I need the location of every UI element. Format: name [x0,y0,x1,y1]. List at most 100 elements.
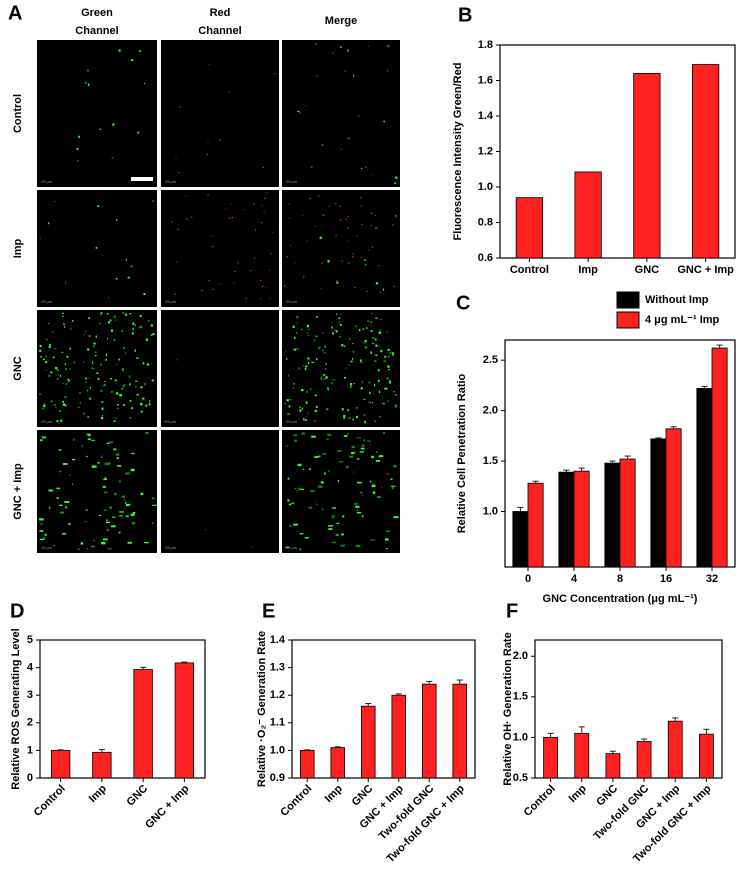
fluorescence-dot [138,326,141,329]
fluorescence-dot [63,326,66,328]
fluorescence-dot [94,354,97,357]
fluorescence-dot [229,203,232,205]
fluorescence-dot [393,465,397,468]
fluorescence-dot [110,525,116,528]
fluorescence-dot [390,478,393,481]
fluorescence-dot [301,328,303,331]
fluorescence-dot [288,503,292,506]
y-tick-label: 1 [27,744,33,756]
fluorescence-dot [324,472,326,475]
fluorescence-dot [370,539,376,541]
fluorescence-dot [118,480,121,483]
fluorescence-dot [285,546,290,548]
fluorescence-dot [293,434,298,437]
fluorescence-dot [388,381,392,384]
bar [633,73,661,259]
fluorescence-dot [88,335,91,337]
y-tick-label: 1.3 [270,662,285,674]
fluorescence-dot [327,433,332,436]
fluorescence-dot [212,288,214,290]
fluorescence-dot [299,533,304,535]
fluorescence-dot [103,383,106,387]
x-tick-label: 4 [571,573,578,585]
fluorescence-dot [263,211,265,213]
fluorescence-dot [81,445,84,447]
fluorescence-dot [323,351,326,354]
fluorescence-dot [149,400,151,403]
fluorescence-dot [140,402,143,406]
fluorescence-dot [109,506,112,509]
fluorescence-dot [340,148,342,150]
x-tick-label: GNC [350,783,376,809]
micrograph [161,190,279,307]
fluorescence-dot [147,320,150,322]
fluorescence-dot [123,384,126,386]
fluorescence-dot [309,198,312,200]
fluorescence-dot [378,265,380,267]
fluorescence-dot [48,323,50,325]
fluorescence-dot [325,363,327,365]
fluorescence-dot [369,391,371,395]
fluorescence-dot [348,417,351,420]
fluorescence-dot [66,355,69,358]
fluorescence-dot [125,472,130,475]
fluorescence-dot [307,328,310,331]
fluorescence-dot [370,212,373,214]
fluorescence-dot [366,327,368,329]
fluorescence-dot [348,262,350,264]
fluorescence-dot [310,490,315,492]
fluorescence-dot [125,515,129,518]
fluorescence-dot [121,387,123,390]
fluorescence-dot [371,484,376,488]
bar [619,458,636,568]
x-tick-label: GNC + Imp [143,783,192,832]
fluorescence-dot [375,344,378,347]
fluorescence-dot [264,287,266,289]
fluorescence-dot [39,349,42,352]
fluorescence-dot [384,387,387,390]
fluorescence-dot [370,312,373,314]
fluorescence-dot [87,83,90,86]
fluorescence-dot [72,438,75,441]
fluorescence-dot [212,246,214,248]
fluorescence-dot [301,407,304,410]
fluorescence-dot [59,409,62,413]
fluorescence-dot [328,525,333,527]
y-axis-label: Relative OH· Generation Rate [502,632,514,785]
fluorescence-dot [107,548,112,550]
fluorescence-dot [105,358,107,361]
bar [133,669,153,779]
fluorescence-dot [136,393,139,396]
fluorescence-dot [328,470,330,472]
fluorescence-dot [316,357,318,361]
scale-text: 25 μm [165,545,177,550]
fluorescence-dot [375,317,378,319]
fluorescence-dot [131,59,134,62]
fluorescence-dot [284,402,286,405]
fluorescence-dot [383,360,386,363]
y-tick-label: 0.9 [270,772,285,784]
row-label: GNC + Imp [12,463,24,520]
fluorescence-dot [364,340,367,342]
micrograph [37,430,157,553]
fluorescence-dot [118,49,121,52]
fluorescence-dot [361,515,364,518]
bar [452,683,468,779]
fluorescence-dot [345,367,347,369]
fluorescence-dot [294,439,297,442]
fluorescence-dot [151,497,155,500]
x-axis-label: GNC Concentration (μg mL⁻¹) [543,593,698,605]
fluorescence-dot [89,397,92,400]
fluorescence-dot [105,353,108,357]
fluorescence-dot [124,352,127,355]
fluorescence-dot [175,359,178,361]
fluorescence-dot [371,455,374,459]
fluorescence-dot [335,234,337,237]
fluorescence-dot [107,296,109,299]
fluorescence-dot [96,205,100,207]
bar [391,694,407,779]
scale-text: 25 μm [41,419,53,424]
scale-text: 25 μm [165,299,177,304]
y-tick-label: 1.6 [478,74,493,86]
fluorescence-dot [245,298,247,300]
